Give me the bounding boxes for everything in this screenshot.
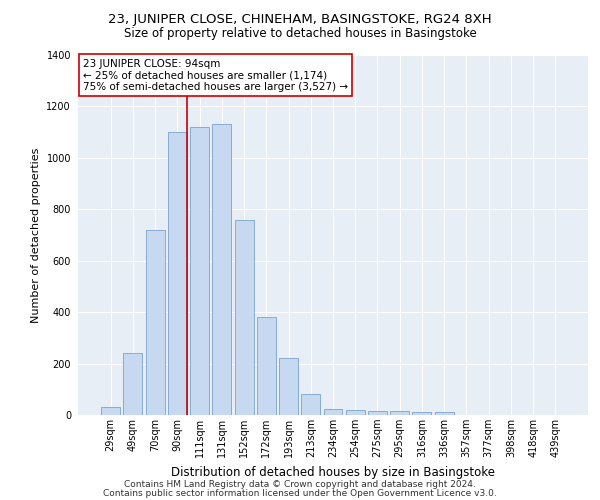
Bar: [168, 132, 187, 415]
Bar: [212, 124, 231, 415]
Text: Contains public sector information licensed under the Open Government Licence v3: Contains public sector information licen…: [103, 488, 497, 498]
Bar: [412, 412, 431, 415]
Y-axis label: Number of detached properties: Number of detached properties: [31, 148, 41, 322]
Bar: [124, 354, 142, 415]
Bar: [190, 127, 209, 415]
Bar: [301, 394, 320, 415]
Bar: [257, 318, 276, 415]
Bar: [146, 230, 164, 415]
Bar: [235, 220, 254, 415]
X-axis label: Distribution of detached houses by size in Basingstoke: Distribution of detached houses by size …: [171, 466, 495, 478]
Bar: [368, 411, 387, 415]
Bar: [101, 408, 120, 415]
Bar: [435, 412, 454, 415]
Bar: [279, 358, 298, 415]
Text: Contains HM Land Registry data © Crown copyright and database right 2024.: Contains HM Land Registry data © Crown c…: [124, 480, 476, 489]
Text: 23, JUNIPER CLOSE, CHINEHAM, BASINGSTOKE, RG24 8XH: 23, JUNIPER CLOSE, CHINEHAM, BASINGSTOKE…: [108, 12, 492, 26]
Bar: [390, 411, 409, 415]
Bar: [346, 410, 365, 415]
Text: Size of property relative to detached houses in Basingstoke: Size of property relative to detached ho…: [124, 28, 476, 40]
Text: 23 JUNIPER CLOSE: 94sqm
← 25% of detached houses are smaller (1,174)
75% of semi: 23 JUNIPER CLOSE: 94sqm ← 25% of detache…: [83, 58, 348, 92]
Bar: [323, 408, 343, 415]
